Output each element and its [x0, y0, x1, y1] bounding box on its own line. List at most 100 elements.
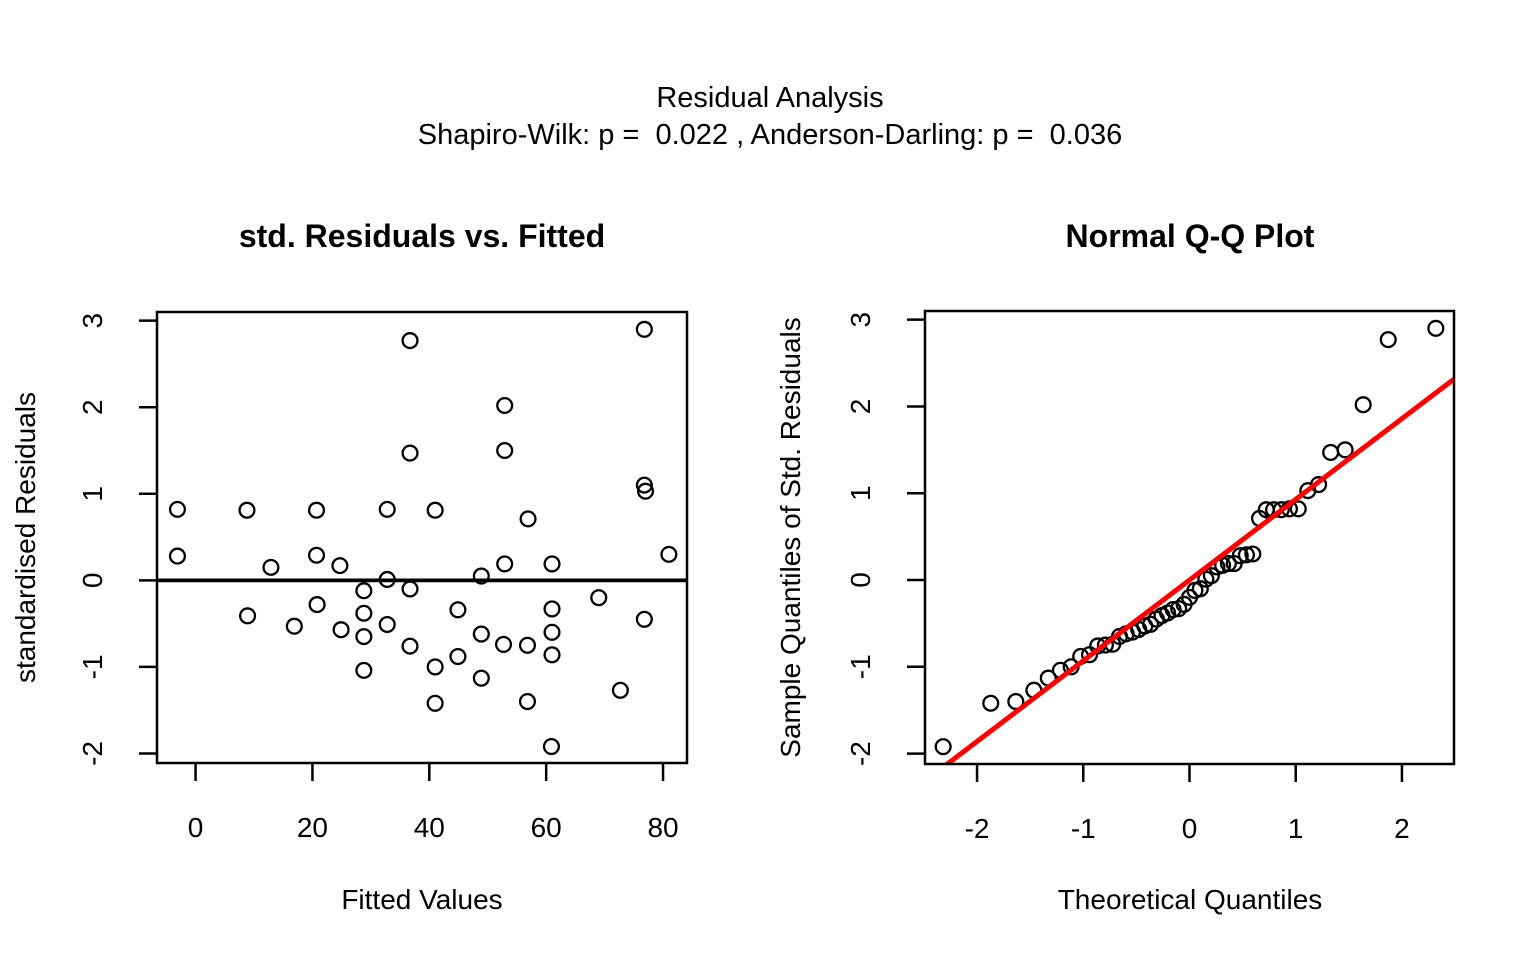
data-point	[426, 694, 444, 712]
data-point	[285, 617, 303, 635]
data-point	[378, 500, 396, 518]
y-tick-label: 3	[77, 313, 108, 329]
data-point	[401, 637, 419, 655]
y-tick-label: -2	[77, 741, 108, 766]
qq-scatter-points	[934, 319, 1445, 756]
data-point	[519, 510, 537, 528]
data-point	[543, 646, 561, 664]
y-tick-label: 2	[845, 399, 876, 415]
data-point	[1336, 441, 1354, 459]
data-point	[636, 482, 655, 500]
data-point	[401, 444, 419, 462]
data-point	[472, 567, 490, 585]
data-point	[332, 621, 350, 639]
y-axis-ticks: -2 -1 0 1 2 3	[845, 312, 925, 766]
data-point	[590, 589, 608, 607]
data-point	[1379, 331, 1397, 349]
left-xaxis-label: Fitted Values	[341, 884, 502, 915]
data-point	[308, 596, 326, 614]
left-panel-title: std. Residuals vs. Fitted	[239, 218, 605, 254]
figure-subtitle: Shapiro-Wilk: p = 0.022 , Anderson-Darli…	[418, 119, 1122, 151]
data-point	[934, 738, 952, 756]
y-tick-label: 3	[845, 312, 876, 328]
right-panel-title: Normal Q-Q Plot	[1066, 218, 1315, 254]
data-point	[496, 441, 514, 460]
y-tick-label: 0	[77, 573, 108, 589]
data-point	[542, 738, 560, 756]
x-tick-label: 20	[297, 812, 328, 843]
data-point	[472, 669, 490, 687]
data-point	[168, 547, 187, 565]
data-point	[449, 647, 467, 666]
data-point	[426, 501, 444, 519]
left-plot-area: 0 20 40 60 80 -2 -1 0 1 2 3	[77, 310, 689, 843]
data-point	[331, 557, 349, 575]
data-point	[1231, 547, 1249, 565]
data-point	[355, 628, 373, 646]
data-point	[378, 615, 396, 634]
data-point	[1219, 554, 1237, 573]
data-point	[496, 555, 514, 573]
x-tick-label: 2	[1394, 813, 1410, 844]
data-point	[307, 546, 326, 564]
data-point	[496, 396, 514, 415]
data-point	[518, 692, 537, 711]
data-point	[1354, 396, 1372, 414]
residual-scatter-points	[168, 320, 678, 756]
data-point	[543, 555, 561, 573]
data-point	[635, 610, 653, 628]
figure-title: Residual Analysis	[656, 82, 883, 114]
data-point	[518, 636, 537, 654]
data-point	[1322, 443, 1340, 462]
right-yaxis-label: Sample Quantiles of Std. Residuals	[775, 317, 806, 757]
data-point	[238, 501, 256, 519]
data-point	[168, 500, 187, 518]
x-tick-label: 80	[647, 812, 678, 843]
x-tick-label: -1	[1071, 813, 1096, 844]
y-tick-label: 1	[845, 485, 876, 501]
data-point	[1427, 319, 1445, 337]
y-tick-label: 2	[77, 399, 108, 415]
data-point	[355, 661, 373, 679]
data-point	[1170, 600, 1188, 618]
x-tick-label: 0	[188, 812, 204, 843]
data-point	[1244, 545, 1262, 563]
y-axis-ticks: -2 -1 0 1 2 3	[77, 313, 157, 766]
data-point	[355, 604, 373, 622]
x-axis-ticks: 0 20 40 60 80	[188, 763, 679, 843]
plot-frame	[923, 309, 1456, 766]
data-point	[472, 625, 490, 643]
qq-reference-line	[943, 377, 1454, 764]
data-point	[635, 476, 653, 494]
data-point	[982, 694, 1000, 712]
data-point	[262, 558, 280, 576]
data-point	[611, 681, 629, 699]
right-xaxis-label: Theoretical Quantiles	[1058, 884, 1323, 915]
data-point	[1289, 500, 1307, 518]
y-tick-label: -2	[845, 741, 876, 766]
left-yaxis-label: standardised Residuals	[10, 392, 41, 683]
data-point	[449, 601, 467, 619]
data-point	[401, 580, 419, 598]
data-point	[1237, 546, 1255, 564]
data-point	[1142, 615, 1160, 633]
data-point	[1272, 501, 1290, 519]
right-plot-area: -2 -1 0 1 2 -2 -1 0 1 2 3	[845, 309, 1456, 844]
data-point	[1191, 580, 1209, 598]
data-point	[494, 635, 513, 653]
x-axis-ticks: -2 -1 0 1 2	[965, 764, 1410, 844]
data-point	[239, 607, 257, 625]
data-point	[543, 600, 561, 618]
plot-frame	[155, 310, 689, 765]
x-tick-label: 1	[1288, 813, 1304, 844]
data-point	[426, 658, 444, 676]
y-tick-label: 1	[77, 486, 108, 502]
data-point	[543, 623, 561, 641]
y-tick-label: 0	[845, 572, 876, 588]
data-point	[1202, 567, 1220, 585]
y-tick-label: -1	[77, 654, 108, 679]
data-point	[660, 545, 678, 563]
data-point	[401, 332, 419, 350]
